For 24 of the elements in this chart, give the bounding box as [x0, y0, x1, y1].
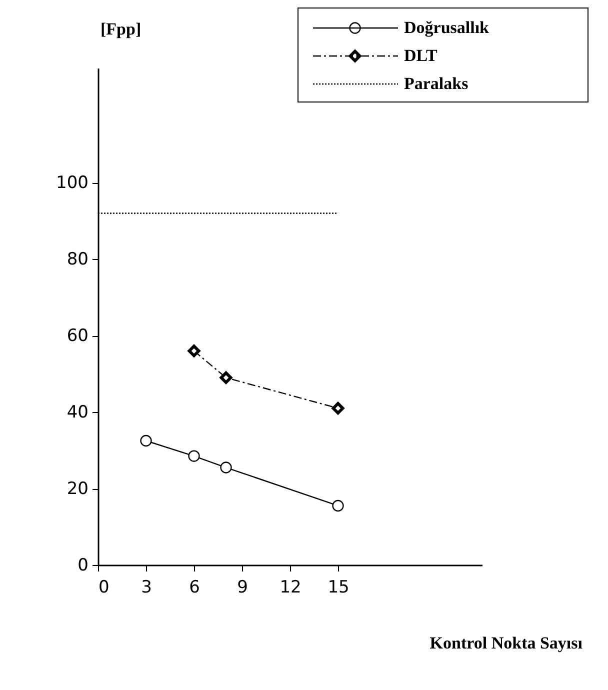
point [332, 402, 344, 414]
point [188, 450, 200, 462]
point [220, 371, 232, 384]
point [140, 434, 152, 447]
x-tick-label: 3 [141, 578, 152, 598]
y-tick-label: 20 [66, 479, 88, 500]
x-tick-label: 15 [328, 578, 350, 598]
x-tick-label: 6 [189, 578, 200, 598]
x-tick-label: 12 [280, 578, 302, 598]
legend-label: Paralaks [404, 74, 469, 93]
x-axis-title: Kontrol Nokta Sayısı [430, 634, 583, 652]
y-tick-label: 60 [66, 326, 88, 346]
point [332, 500, 344, 512]
y-axis-title: [Fpp] [100, 20, 142, 38]
point [220, 462, 232, 474]
legend-label: Doğrusallık [404, 18, 490, 37]
point [188, 344, 200, 358]
y-tick-label: 0 [78, 556, 88, 576]
y-tick-label: 80 [66, 250, 88, 270]
legend-label: DLT [404, 46, 438, 65]
x-tick-label: 9 [237, 578, 248, 598]
y-tick-label: 40 [66, 402, 88, 423]
x-tick-label: 0 [98, 578, 110, 598]
y-tick-label: 100 [56, 173, 88, 194]
